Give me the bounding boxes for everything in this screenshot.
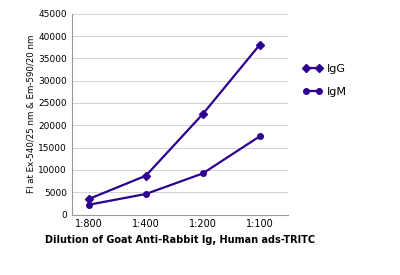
Line: IgM: IgM <box>86 134 262 207</box>
IgM <box>200 172 205 175</box>
Line: IgG: IgG <box>86 42 262 202</box>
IgG <box>257 43 262 47</box>
IgM <box>87 203 92 206</box>
Y-axis label: FI at Ex-540/25 nm & Em-590/20 nm: FI at Ex-540/25 nm & Em-590/20 nm <box>27 35 36 193</box>
IgM <box>144 192 148 196</box>
Legend: IgG, IgM: IgG, IgM <box>298 59 351 102</box>
X-axis label: Dilution of Goat Anti-Rabbit Ig, Human ads-TRITC: Dilution of Goat Anti-Rabbit Ig, Human a… <box>45 235 315 245</box>
IgG <box>200 112 205 116</box>
IgG <box>144 174 148 177</box>
IgG <box>87 197 92 200</box>
IgM <box>257 135 262 138</box>
